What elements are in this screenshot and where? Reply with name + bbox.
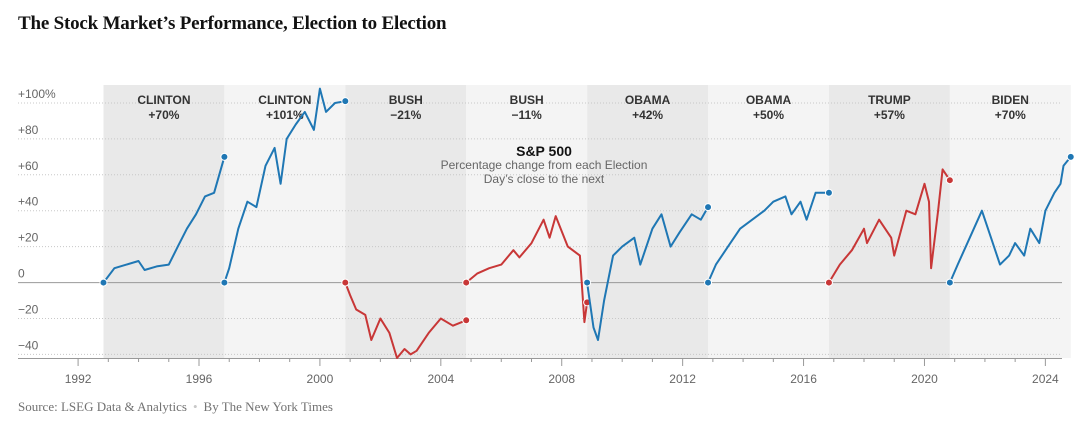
term-band [828, 85, 950, 358]
series-end-dot [704, 203, 713, 212]
series-end-dot [220, 152, 229, 161]
y-tick-labels: +100% +80 +60 +40 +20 0 −20 −40 [18, 87, 56, 352]
y-tick-label: −20 [18, 302, 39, 316]
series-line [465, 215, 589, 324]
x-tick-label: 1996 [186, 372, 213, 386]
x-tick-label: 2004 [427, 372, 454, 386]
term-band [466, 85, 588, 358]
series-line [948, 155, 1072, 284]
series-start-dot [99, 278, 108, 287]
term-percent-label: +42% [632, 108, 663, 122]
y-tick-label: +20 [18, 231, 39, 245]
annotation-subtitle-line-2: Day’s close to the next [484, 172, 605, 186]
series-start-dot [341, 278, 350, 287]
x-tick-label: 2024 [1032, 372, 1059, 386]
term-name-label: OBAMA [625, 93, 671, 107]
term-name-label: BIDEN [992, 93, 1029, 107]
y-tick-label: +60 [18, 159, 39, 173]
term-percent-label: +70% [148, 108, 179, 122]
x-tick-label: 2008 [548, 372, 575, 386]
term-band [708, 85, 829, 358]
series-end-dot [945, 176, 954, 185]
term-name-label: BUSH [389, 93, 423, 107]
term-band [587, 85, 709, 358]
y-tick-label: 0 [18, 267, 25, 281]
term-percent-label: +57% [874, 108, 905, 122]
series-lines [99, 87, 1075, 359]
term-percent-label: +50% [753, 108, 784, 122]
series-end-dot [1066, 152, 1075, 161]
y-tick-label: +100% [18, 87, 56, 101]
x-tick-label: 1992 [65, 372, 92, 386]
term-band [949, 85, 1071, 358]
term-name-label: CLINTON [258, 93, 311, 107]
series-start-dot [945, 278, 954, 287]
series-start-dot [824, 278, 833, 287]
series-line [223, 87, 347, 284]
term-band [103, 85, 225, 358]
x-tick-label: 2000 [307, 372, 334, 386]
term-name-label: OBAMA [746, 93, 792, 107]
x-tick-label: 2012 [669, 372, 696, 386]
series-end-dot [462, 316, 471, 325]
y-tick-label: +80 [18, 123, 39, 137]
series-line [102, 155, 226, 284]
term-band [224, 85, 346, 358]
footer: Source: LSEG Data & Analytics • By The New… [18, 399, 333, 415]
term-band [345, 85, 467, 358]
series-start-dot [462, 278, 471, 287]
series-line [827, 168, 951, 284]
y-tick-label: −40 [18, 338, 39, 352]
y-tick-label: +40 [18, 195, 39, 209]
annotation: S&P 500 Percentage change from each Elec… [441, 143, 648, 186]
term-percent-label: −21% [390, 108, 421, 122]
term-name-label: CLINTON [137, 93, 190, 107]
chart-title: The Stock Market’s Performance, Election… [18, 13, 447, 34]
x-axis: 1992 1996 2000 2004 2008 2012 2016 2020 2024 [18, 358, 1062, 386]
annotation-title: S&P 500 [516, 143, 572, 159]
source-credit: Source: LSEG Data & Analytics [18, 399, 187, 414]
separator-dot: • [192, 399, 198, 414]
y-gridlines [18, 102, 1062, 355]
series-line [707, 191, 830, 284]
term-percent-label: −11% [511, 108, 542, 122]
term-bands [103, 85, 1071, 358]
term-labels: CLINTON+70%CLINTON+101%BUSH−21%BUSH−11%O… [137, 93, 1029, 122]
term-percent-label: +101% [266, 108, 304, 122]
series-end-dot [341, 97, 350, 106]
term-name-label: TRUMP [868, 93, 911, 107]
annotation-subtitle-line-1: Percentage change from each Election [441, 158, 648, 172]
series-start-dot [704, 278, 713, 287]
series-start-dot [220, 278, 229, 287]
series-start-dot [583, 278, 592, 287]
x-tick-label: 2016 [790, 372, 817, 386]
term-name-label: BUSH [510, 93, 544, 107]
series-end-dot [824, 188, 833, 197]
x-tick-label: 2020 [911, 372, 938, 386]
series-line [586, 206, 709, 341]
byline: By The New York Times [203, 399, 333, 414]
term-percent-label: +70% [995, 108, 1026, 122]
series-line [344, 281, 468, 359]
